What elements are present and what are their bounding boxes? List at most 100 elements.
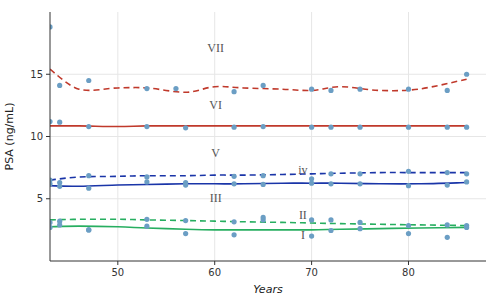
dot — [445, 235, 450, 240]
dot — [86, 173, 91, 178]
y-tick — [46, 136, 50, 137]
plot-area — [50, 24, 469, 240]
dot — [183, 182, 188, 187]
annotation: VI — [209, 98, 222, 112]
dot — [144, 179, 149, 184]
dot — [261, 173, 266, 178]
dot — [357, 87, 362, 92]
dot — [86, 227, 91, 232]
x-tick-label: 60 — [208, 267, 221, 278]
dot — [173, 86, 178, 91]
dot — [309, 125, 314, 130]
dot — [445, 88, 450, 93]
dot — [183, 125, 188, 130]
line — [50, 69, 467, 92]
line — [50, 219, 467, 225]
dot — [231, 181, 236, 186]
y-tick — [46, 74, 50, 75]
dot — [464, 72, 469, 77]
y-tick-label: 15 — [30, 69, 43, 80]
dot — [357, 125, 362, 130]
dot — [144, 224, 149, 229]
dot — [309, 217, 314, 222]
y-axis-label: PSA (ng/mL) — [3, 103, 16, 171]
annotation: V — [211, 146, 220, 160]
dot — [57, 120, 62, 125]
dot — [261, 215, 266, 220]
line — [50, 226, 467, 230]
dot — [406, 223, 411, 228]
dot — [328, 228, 333, 233]
dot — [406, 183, 411, 188]
dot — [406, 231, 411, 236]
dot — [231, 89, 236, 94]
dot — [328, 88, 333, 93]
dot — [464, 125, 469, 130]
y-tick — [46, 198, 50, 199]
x-tick-label: 80 — [402, 267, 415, 278]
annotation: iv — [298, 163, 307, 177]
x-tick-label: 50 — [111, 267, 124, 278]
dot — [261, 83, 266, 88]
dot — [144, 217, 149, 222]
dot — [309, 87, 314, 92]
dot — [86, 78, 91, 83]
y-grid-line — [50, 198, 486, 199]
dot — [57, 184, 62, 189]
dot — [144, 124, 149, 129]
dot — [183, 218, 188, 223]
dot — [406, 87, 411, 92]
dot — [86, 227, 91, 232]
dot — [357, 226, 362, 231]
dot — [231, 174, 236, 179]
annotation: III — [210, 191, 222, 205]
dot — [144, 174, 149, 179]
annotation: I — [301, 228, 305, 242]
dot — [328, 181, 333, 186]
dot — [309, 234, 314, 239]
dot — [144, 86, 149, 91]
dot — [86, 124, 91, 129]
y-grid-line — [50, 136, 486, 137]
dot — [464, 171, 469, 176]
dot — [261, 124, 266, 129]
line — [50, 183, 467, 187]
dot — [328, 217, 333, 222]
dot — [406, 169, 411, 174]
grid — [50, 12, 486, 261]
dot — [57, 222, 62, 227]
dot — [86, 186, 91, 191]
dot — [328, 171, 333, 176]
chart: VIIVIVivIIIIII5060708051015YearsPSA (ng/… — [0, 0, 500, 299]
y-tick-label: 10 — [30, 131, 43, 142]
dot — [406, 125, 411, 130]
dot — [261, 182, 266, 187]
y-grid-line — [50, 74, 486, 75]
line — [50, 125, 467, 127]
x-tick-label: 70 — [305, 267, 318, 278]
annotation: VII — [207, 41, 224, 55]
x-tick — [117, 261, 118, 265]
lines — [50, 69, 467, 230]
dot — [464, 179, 469, 184]
annotations: VIIVIVivIIIIII — [207, 41, 307, 242]
x-grid-line — [117, 12, 118, 261]
axes: 5060708051015 — [30, 12, 486, 278]
dots — [50, 24, 469, 240]
dot — [357, 171, 362, 176]
dot — [231, 232, 236, 237]
x-tick — [311, 261, 312, 265]
dot — [357, 181, 362, 186]
dot — [464, 225, 469, 230]
line — [50, 173, 467, 181]
dot — [57, 83, 62, 88]
dot — [183, 231, 188, 236]
dot — [445, 222, 450, 227]
annotation: II — [299, 208, 307, 222]
x-tick — [214, 261, 215, 265]
dot — [445, 182, 450, 187]
x-tick — [408, 261, 409, 265]
dot — [231, 219, 236, 224]
dot — [231, 125, 236, 130]
dot — [309, 181, 314, 186]
